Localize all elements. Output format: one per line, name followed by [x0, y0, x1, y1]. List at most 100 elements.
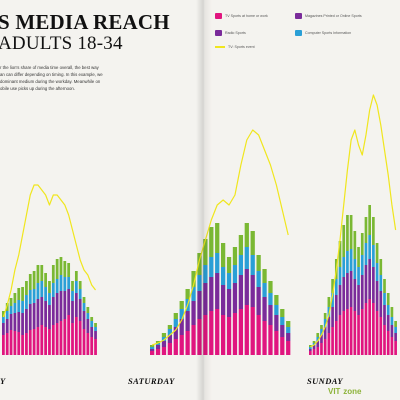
bar-segment-computer: [71, 281, 74, 291]
bar-segment-radio: [353, 259, 357, 279]
bar-segment-radio: [48, 293, 51, 305]
bar-segment-magazines: [185, 311, 190, 331]
bar-segment-radio: [320, 329, 323, 335]
bar-segment-radio: [360, 255, 364, 275]
magazine-icon: [295, 13, 302, 19]
bar-segment-computer: [215, 223, 220, 253]
bar-segment-magazines: [312, 345, 316, 349]
bar-segment-tv: [274, 331, 279, 355]
bar-segment-tv: [309, 351, 312, 355]
bar-segment-tv: [386, 331, 390, 355]
bar-segment-computer: [256, 255, 261, 271]
bar-segment-magazines: [331, 307, 334, 327]
bar-segment-radio: [82, 303, 86, 311]
bar-segment-magazines: [40, 297, 44, 325]
bar-segment-radio: [78, 289, 82, 299]
bar-segment-magazines: [9, 314, 13, 330]
bar-segment-tv: [191, 325, 196, 355]
bar-segment-magazines: [55, 293, 59, 323]
bar-segment-magazines: [338, 285, 342, 315]
bar-segment-radio: [372, 245, 375, 267]
bar-segment-computer: [86, 307, 90, 313]
bar-segment-computer: [323, 313, 327, 319]
bar-segment-magazines: [256, 287, 261, 315]
bar-segment-tv: [17, 332, 21, 355]
bar-segment-magazines: [309, 349, 312, 351]
bar-segment-radio: [316, 337, 320, 341]
bar-segment-computer: [268, 281, 273, 293]
bar-segment-radio: [9, 306, 13, 314]
bar-segment-tv: [155, 349, 161, 355]
bar-segment-radio: [375, 263, 379, 281]
bar-segment-computer: [191, 271, 196, 287]
bar-segment-computer: [244, 223, 249, 247]
bar-segment-magazines: [86, 319, 90, 333]
bar-segment-radio: [191, 287, 196, 301]
bar-segment-radio: [338, 267, 342, 285]
bar-segment-magazines: [226, 289, 232, 317]
bar-segment-tv: [63, 319, 67, 355]
legend-label: Computer Sports Information: [305, 31, 352, 35]
bar-segment-magazines: [334, 295, 338, 321]
bar-segment-magazines: [5, 319, 9, 333]
bar-segment-computer: [197, 253, 202, 275]
bar-segment-radio: [161, 337, 167, 341]
bar-segment-magazines: [280, 325, 285, 337]
bar-segment-magazines: [364, 265, 368, 303]
bar-segment-computer: [209, 227, 214, 257]
legend-item-tv-event: TV: Sports event: [215, 45, 255, 49]
bar-segment-tv: [368, 299, 371, 355]
bar-segment-computer: [17, 288, 21, 300]
bar-segment-tv: [9, 330, 13, 355]
bar-segment-radio: [94, 327, 97, 331]
bar-segment-magazines: [221, 285, 226, 315]
bar-segment-computer: [59, 257, 63, 275]
bar-segment-tv: [25, 333, 28, 355]
bar-segment-magazines: [94, 331, 97, 339]
bar-segment-radio: [379, 275, 383, 291]
bar-segment-computer: [383, 279, 386, 293]
bar-segment-tv: [179, 335, 184, 355]
bar-segment-computer: [9, 298, 13, 306]
bar-segment-tv: [331, 327, 334, 355]
day-label-saturday: SATURDAY: [128, 376, 175, 386]
bar-segment-computer: [342, 225, 346, 257]
bar-segment-magazines: [349, 271, 353, 307]
bar-segment-computer: [286, 321, 291, 327]
bar-segment-radio: [244, 247, 249, 269]
bar-segment-magazines: [161, 341, 167, 347]
bar-segment-computer: [320, 325, 323, 329]
bar-segment-magazines: [262, 297, 267, 321]
bar-segment-tv: [203, 315, 208, 355]
bar-segment-magazines: [268, 305, 273, 325]
bar-segment-computer: [51, 265, 55, 283]
bar-segment-tv: [82, 329, 86, 355]
bar-segment-tv: [13, 331, 17, 355]
lines-layer: [2, 94, 397, 348]
bar-segment-magazines: [13, 313, 17, 331]
radio-icon: [215, 30, 222, 36]
legend-item-tv: TV Sports at home or work: [215, 13, 268, 19]
bar-segment-computer: [32, 271, 36, 289]
bar-segment-computer: [44, 273, 47, 287]
bar-segment-magazines: [286, 333, 291, 341]
bar-segment-radio: [346, 251, 349, 273]
bar-segment-tv: [55, 323, 59, 355]
bar-segment-computer: [167, 325, 173, 329]
bar-segment-computer: [327, 297, 331, 307]
bar-segment-tv: [357, 315, 360, 355]
bar-segment-magazines: [2, 323, 5, 335]
bar-segment-tv: [316, 347, 320, 355]
bar-segment-magazines: [244, 269, 249, 305]
bar-segment-computer: [274, 295, 279, 305]
bar-segment-computer: [155, 341, 161, 343]
page-title: S MEDIA REACH: [0, 10, 170, 34]
bar-segment-tv: [90, 337, 94, 355]
bar-segment-computer: [25, 281, 28, 295]
bar-segment-computer: [349, 215, 353, 249]
day-label-sunday: SUNDAY: [307, 376, 343, 386]
bar-segment-tv: [338, 315, 342, 355]
bar-segment-radio: [5, 311, 9, 319]
bar-segment-magazines: [197, 291, 202, 319]
legend-item-magazines: Magazines Printed or Online Sports: [295, 13, 362, 19]
